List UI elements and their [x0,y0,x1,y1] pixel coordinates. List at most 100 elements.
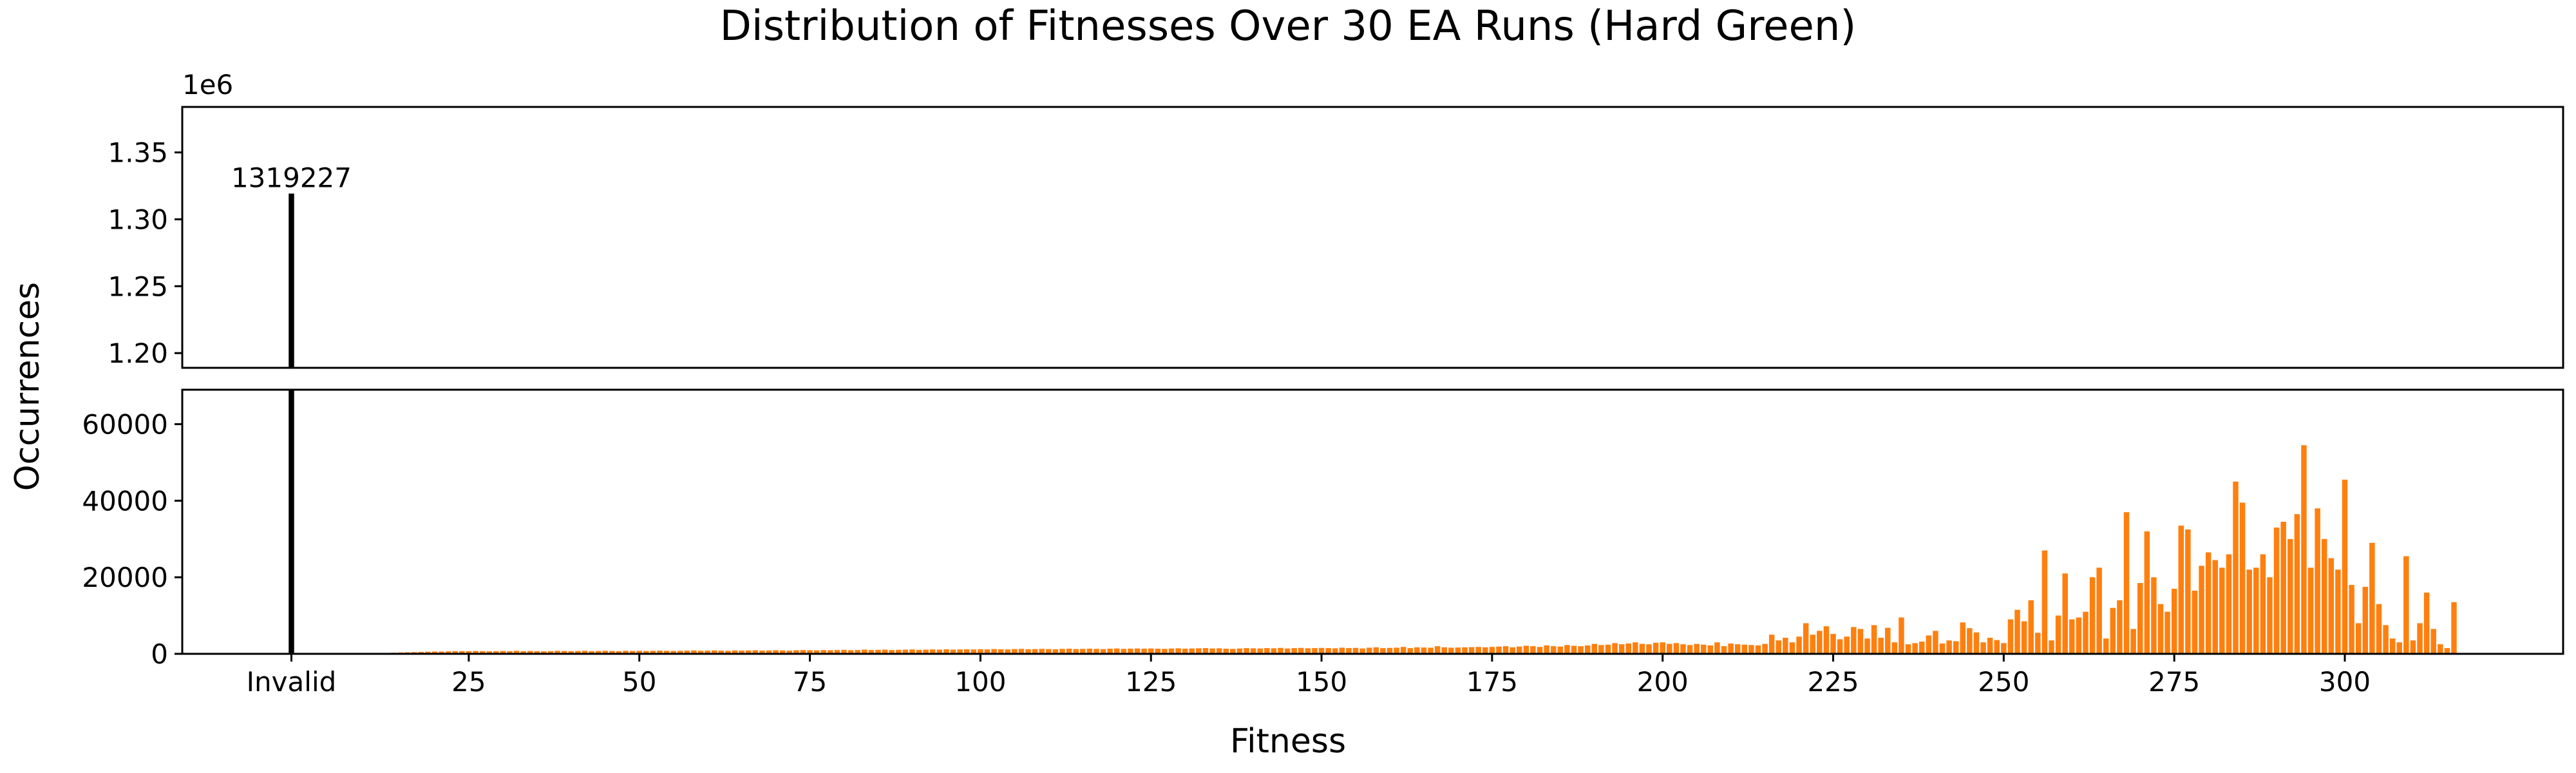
bar [1039,649,1045,654]
bar [2205,552,2211,654]
bar [2322,539,2327,654]
bar [779,650,786,654]
bar [657,650,663,654]
bar [862,649,867,654]
x-tick-label: 150 [1296,666,1347,698]
bar [2403,556,2409,654]
bar [1633,642,1638,654]
bar [1783,638,1788,654]
bar [2315,508,2320,654]
bar [1939,643,1946,654]
bar [431,651,438,654]
bar [1660,642,1665,654]
bar [1741,644,1748,654]
bar [1734,644,1741,654]
bar [2342,479,2348,654]
bar [1359,648,1365,654]
bar [677,651,683,654]
bar [1728,643,1734,654]
bar [1905,644,1911,654]
bar [998,649,1004,654]
bar [1618,644,1625,654]
bar [1912,643,1918,654]
bar [759,650,765,654]
x-tick-label: 175 [1466,666,1518,698]
bar [445,651,451,654]
bar [439,651,444,654]
bar [1209,648,1215,654]
bar [1878,638,1884,654]
bar [930,649,936,654]
bar [589,651,594,654]
bottom-frame [181,388,2564,655]
bar [1864,638,1870,654]
bar [2260,554,2266,654]
bar [1264,648,1270,654]
bar [2294,514,2300,654]
bar [1701,644,1707,654]
bar [1230,649,1236,654]
bar [1789,642,1795,654]
x-tick-label: 225 [1807,666,1859,698]
bar [623,651,629,654]
bar [1707,645,1714,654]
x-tick-label: 275 [2148,666,2200,698]
bar [289,390,294,654]
bar [636,651,642,654]
bar [1325,648,1331,654]
bar [2151,577,2157,654]
bar [2144,531,2150,654]
bar [1366,647,1372,654]
bar [1134,648,1141,654]
bar [1339,647,1345,654]
bar [2219,568,2225,654]
bar [1121,649,1127,654]
bar [1768,635,1775,654]
bar [1973,632,1980,654]
bar [1646,644,1652,654]
bar [1564,645,1570,654]
bar [1400,647,1406,654]
bar [520,651,526,654]
bar [1148,648,1154,654]
bar [1434,646,1441,654]
bar [1162,649,1168,654]
bar [1155,648,1161,654]
bar [1891,642,1898,654]
chart-title: Distribution of Fitnesses Over 30 EA Run… [720,3,1857,50]
bar [1953,641,1959,654]
bar [1298,647,1304,654]
bar [466,651,472,654]
bar [2423,592,2430,654]
bar [2389,638,2396,654]
bar [2076,617,2082,654]
bar [1987,638,1993,654]
bar [452,651,458,654]
bar [1080,649,1086,654]
bar [1578,646,1584,654]
y-tick-label: 20000 [82,562,168,593]
bar [2007,619,2014,654]
bar [2137,583,2143,654]
bar [2233,481,2239,654]
bar [650,651,656,654]
bar [834,650,840,654]
x-axis-label: Fitness [1230,722,1346,761]
bar [534,651,540,654]
bar [2430,629,2436,654]
bar [1257,648,1263,654]
bar [289,193,294,368]
bar [820,650,826,654]
bar [2083,611,2088,654]
bar [575,651,581,654]
bar [2021,621,2027,654]
x-tick-label: 100 [954,666,1006,698]
bar [1086,648,1093,654]
bar [1591,644,1598,654]
bar [2164,611,2170,654]
y-tick-label: 60000 [82,408,168,440]
bar [725,651,731,654]
bar [2438,644,2443,654]
bar [1755,645,1761,654]
